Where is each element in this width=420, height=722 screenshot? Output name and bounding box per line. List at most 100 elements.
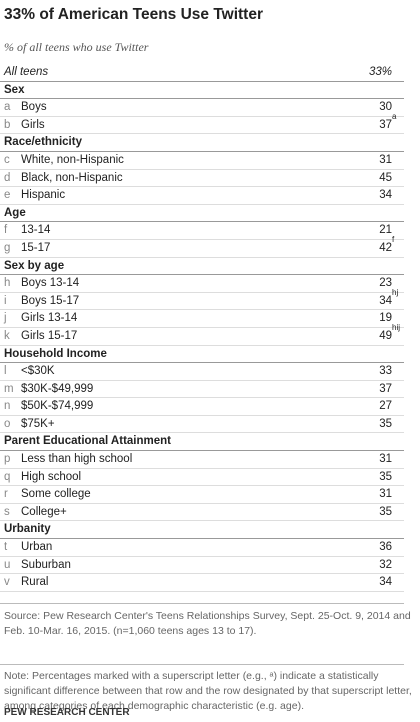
table-row: q High school 35	[0, 469, 404, 487]
table-row: g 15-17 42 f	[0, 234, 404, 258]
row-label: Boys	[21, 101, 47, 114]
row-label: Less than high school	[21, 453, 133, 466]
table-row: j Girls 13-14 19	[0, 310, 404, 328]
table-row: o $75K+ 35	[0, 416, 404, 434]
significance-marker: hj	[392, 287, 399, 297]
row-value: 31	[379, 488, 392, 501]
subtitle: % of all teens who use Twitter	[4, 40, 149, 54]
table-row: l <$30K 33	[0, 363, 404, 381]
row-letter: a	[4, 101, 11, 114]
row-value: 35	[379, 505, 392, 518]
source: Source: Pew Research Center's Teens Rela…	[4, 610, 411, 637]
section-header: Race/ethnicity	[0, 134, 404, 152]
section-header: Urbanity	[0, 521, 404, 540]
row-letter: k	[4, 329, 10, 342]
table-row: u Suburban 32	[0, 557, 404, 575]
row-label: All teens	[4, 66, 49, 78]
row-label: 15-17	[21, 241, 51, 254]
table-row: t Urban 36	[0, 539, 404, 557]
significance-marker: hij	[392, 322, 401, 332]
row-letter: v	[4, 576, 10, 589]
row-value: 45	[379, 171, 392, 184]
row-value: 19	[379, 312, 392, 325]
table-row: r Some college 31	[0, 486, 404, 504]
section-header: Age	[0, 205, 404, 223]
row-value: 37 a	[379, 111, 397, 131]
row-letter: u	[4, 558, 11, 571]
row-value: 21	[379, 224, 392, 237]
row-label: $30K-$49,999	[21, 382, 94, 395]
table-row: m $30K-$49,999 37	[0, 381, 404, 399]
table-row: i Boys 15-17 34 hj	[0, 288, 404, 311]
title: 33% of American Teens Use Twitter	[4, 6, 263, 23]
section-heading: Race/ethnicity	[4, 136, 82, 149]
significance-marker: a	[392, 111, 397, 121]
table-row: b Girls 37 a	[0, 111, 404, 135]
row-value: 33	[379, 365, 392, 378]
row-label: Girls 13-14	[21, 312, 78, 325]
row-letter: o	[4, 417, 11, 430]
note: Note: Percentages marked with a superscr…	[4, 670, 412, 712]
row-label: White, non-Hispanic	[21, 153, 124, 166]
table-row: e Hispanic 34	[0, 187, 404, 205]
table-row: h Boys 13-14 23	[0, 275, 404, 293]
row-label: 13-14	[21, 224, 51, 237]
row-label: <$30K	[21, 365, 55, 378]
row-letter: c	[4, 153, 10, 166]
table-row: a Boys 30	[0, 99, 404, 117]
row-letter: m	[4, 382, 14, 395]
section-heading: Sex	[4, 83, 25, 96]
row-letter: t	[4, 541, 8, 554]
significance-marker: f	[392, 234, 395, 244]
section-header: Household Income	[0, 346, 404, 364]
footer: PEW RESEARCH CENTER	[4, 707, 130, 718]
row-letter: j	[4, 312, 7, 325]
row-letter: e	[4, 189, 11, 202]
row-value: 32	[379, 558, 392, 571]
row-value: 30	[379, 101, 392, 114]
section-heading: Age	[4, 206, 26, 219]
table-row: k Girls 15-17 49 hij	[0, 322, 404, 346]
row-value: 34	[379, 576, 392, 589]
row-letter: p	[4, 453, 11, 466]
row-letter: g	[4, 241, 11, 254]
row-value: 49 hij	[379, 322, 401, 342]
total-row: All teens 33%	[0, 64, 404, 82]
section-header: Sex by age	[0, 258, 404, 276]
row-label: Girls 15-17	[21, 329, 78, 342]
row-letter: h	[4, 277, 11, 290]
separator	[0, 603, 404, 604]
row-label: Black, non-Hispanic	[21, 171, 123, 184]
row-value: 27	[379, 400, 392, 413]
row-letter: l	[4, 365, 7, 378]
table-row: c White, non-Hispanic 31	[0, 152, 404, 170]
section-heading: Parent Educational Attainment	[4, 435, 171, 448]
table-row: n $50K-$74,999 27	[0, 398, 404, 416]
row-value: 33%	[368, 66, 392, 78]
section-header: Sex	[0, 82, 404, 100]
separator	[0, 664, 404, 665]
row-letter: f	[4, 224, 8, 237]
row-label: $50K-$74,999	[21, 400, 94, 413]
row-letter: d	[4, 171, 11, 184]
row-value: 23	[379, 277, 392, 290]
section-header: Parent Educational Attainment	[0, 433, 404, 452]
row-label: Hispanic	[21, 189, 66, 202]
row-value: 35	[379, 470, 392, 483]
row-label: High school	[21, 470, 82, 483]
table-row: f 13-14 21	[0, 222, 404, 240]
row-value: 31	[379, 153, 392, 166]
section-heading: Household Income	[4, 347, 107, 360]
table: All teens 33% Sex a Boys 30 b Girls 37 a Race/et…	[0, 64, 404, 592]
row-value: 31	[379, 453, 392, 466]
row-label: Suburban	[21, 558, 71, 571]
row-letter: r	[4, 488, 8, 501]
row-label: Urban	[21, 541, 53, 554]
row-label: Boys 13-14	[21, 277, 80, 290]
row-letter: b	[4, 118, 11, 131]
row-value: 42 f	[379, 234, 395, 254]
table-row: s College+ 35	[0, 504, 404, 522]
row-value: 36	[379, 541, 392, 554]
table-row: p Less than high school 31	[0, 451, 404, 469]
